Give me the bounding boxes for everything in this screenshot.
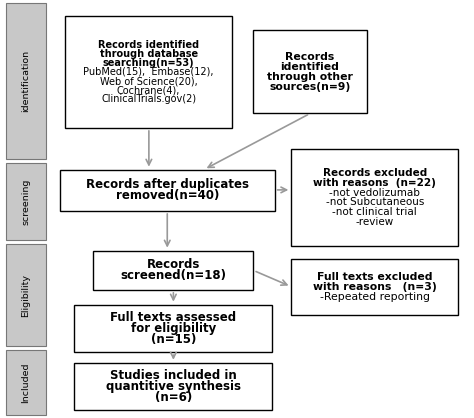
Text: Full texts excluded: Full texts excluded xyxy=(317,272,433,282)
Text: through database: through database xyxy=(100,49,198,59)
FancyBboxPatch shape xyxy=(291,149,458,246)
FancyBboxPatch shape xyxy=(60,170,275,211)
Text: Records after duplicates: Records after duplicates xyxy=(86,178,249,191)
Text: Records identified: Records identified xyxy=(98,40,199,50)
Text: Included: Included xyxy=(21,362,30,403)
Text: removed(n=40): removed(n=40) xyxy=(116,189,219,202)
FancyBboxPatch shape xyxy=(74,304,273,352)
FancyBboxPatch shape xyxy=(93,250,254,290)
Text: quantitive synthesis: quantitive synthesis xyxy=(106,380,241,393)
Text: -Repeated reporting: -Repeated reporting xyxy=(320,292,430,302)
Text: -not clinical trial: -not clinical trial xyxy=(332,207,417,217)
Text: -not vedolizumab: -not vedolizumab xyxy=(329,188,420,198)
FancyBboxPatch shape xyxy=(6,244,46,346)
FancyBboxPatch shape xyxy=(65,16,232,128)
Text: Full texts assessed: Full texts assessed xyxy=(110,311,237,324)
Text: identified: identified xyxy=(281,62,339,72)
Text: ClinicalTrials.gov(2): ClinicalTrials.gov(2) xyxy=(101,94,196,104)
Text: (n=6): (n=6) xyxy=(155,391,192,404)
FancyBboxPatch shape xyxy=(6,350,46,415)
FancyBboxPatch shape xyxy=(291,259,458,315)
FancyBboxPatch shape xyxy=(254,31,366,114)
Text: screening: screening xyxy=(21,178,30,225)
FancyBboxPatch shape xyxy=(74,363,273,410)
Text: identification: identification xyxy=(21,50,30,112)
Text: Web of Science(20),: Web of Science(20), xyxy=(100,76,198,86)
FancyBboxPatch shape xyxy=(6,3,46,159)
Text: searching(n=53): searching(n=53) xyxy=(103,58,194,68)
Text: -not Subcutaneous: -not Subcutaneous xyxy=(326,197,424,207)
Text: Studies included in: Studies included in xyxy=(110,369,237,382)
Text: Records: Records xyxy=(285,52,335,62)
Text: through other: through other xyxy=(267,72,353,82)
Text: Cochrane(4),: Cochrane(4), xyxy=(117,85,180,95)
Text: (n=15): (n=15) xyxy=(151,333,196,346)
Text: for eligibility: for eligibility xyxy=(131,322,216,335)
Text: PubMed(15),  Embase(12),: PubMed(15), Embase(12), xyxy=(83,67,214,77)
FancyBboxPatch shape xyxy=(6,163,46,240)
Text: Eligibility: Eligibility xyxy=(21,274,30,317)
Text: Records: Records xyxy=(146,258,200,271)
Text: screened(n=18): screened(n=18) xyxy=(120,269,227,282)
Text: sources(n=9): sources(n=9) xyxy=(269,82,351,92)
Text: Records excluded: Records excluded xyxy=(323,168,427,178)
Text: -review: -review xyxy=(356,217,394,227)
Text: with reasons   (n=3): with reasons (n=3) xyxy=(313,282,437,292)
Text: with reasons  (n=22): with reasons (n=22) xyxy=(313,178,436,188)
